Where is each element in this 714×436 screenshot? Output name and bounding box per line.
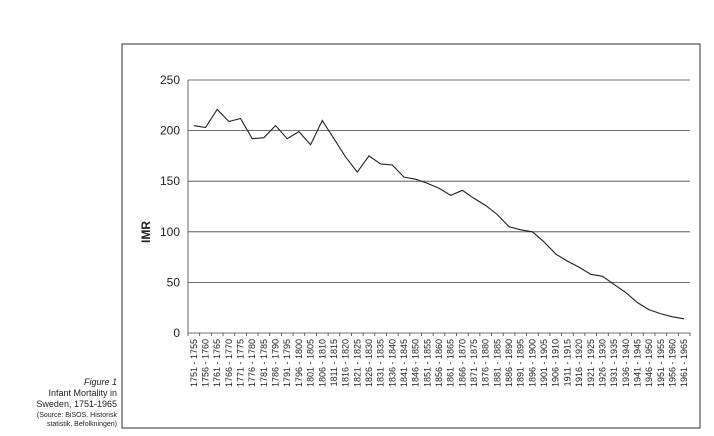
x-tick-label: 1751 - 1755: [189, 339, 199, 387]
x-tick-label: 1781 - 1785: [259, 339, 269, 387]
x-tick-label: 1756 - 1760: [201, 339, 211, 387]
y-tick-label: 100: [160, 225, 180, 239]
x-tick-label: 1926 - 1930: [597, 339, 607, 387]
x-tick-label: 1911 - 1915: [562, 339, 572, 386]
x-tick-label: 1861 - 1865: [446, 339, 456, 387]
data-line: [193, 108, 685, 320]
x-tick-label: 1816 - 1820: [341, 339, 351, 387]
x-tick-label: 1936 - 1940: [621, 339, 631, 387]
x-tick-label: 1761 - 1765: [212, 339, 222, 387]
x-tick-label: 1836 - 1840: [387, 339, 397, 387]
y-tick-label: 0: [173, 326, 180, 340]
x-tick-label: 1791 - 1795: [282, 339, 292, 387]
x-tick-label: 1941 - 1945: [632, 339, 642, 387]
x-tick-label: 1956 - 1960: [667, 339, 677, 387]
x-tick-label: 1876 - 1880: [481, 339, 491, 387]
x-tick-label: 1931 - 1935: [609, 339, 619, 387]
x-tick-label: 1866 - 1870: [457, 339, 467, 387]
x-tick-label: 1831 - 1835: [376, 339, 386, 387]
y-axis-label: IMR: [139, 221, 153, 243]
x-tick-label: 1901 - 1905: [539, 339, 549, 387]
chart-frame: [121, 43, 701, 429]
x-tick-label: 1846 - 1850: [411, 339, 421, 387]
figure-label: Figure 1: [84, 377, 117, 387]
x-tick-label: 1811 - 1815: [329, 339, 339, 386]
x-tick-label: 1961 - 1965: [679, 339, 689, 387]
x-tick-label: 1881 - 1885: [492, 339, 502, 387]
x-tick-label: 1796 - 1800: [294, 339, 304, 387]
source-line: (Source: BiSOS. Historisk: [37, 412, 118, 419]
x-tick-label: 1951 - 1955: [656, 339, 666, 387]
x-tick-label: 1916 - 1920: [574, 339, 584, 387]
x-tick-label: 1821 - 1825: [352, 339, 362, 387]
x-tick-label: 1826 - 1830: [364, 339, 374, 387]
x-tick-label: 1856 - 1860: [434, 339, 444, 387]
x-tick-label: 1921 - 1925: [586, 339, 596, 387]
x-tick-label: 1891 - 1895: [516, 339, 526, 387]
x-tick-label: 1851 - 1855: [422, 339, 432, 387]
y-tick-label: 150: [160, 174, 180, 188]
caption-line: Infant Mortality in: [48, 388, 117, 398]
y-tick-label: 50: [167, 275, 181, 289]
x-tick-label: 1841 - 1845: [399, 339, 409, 387]
caption-line: Sweden, 1751-1965: [36, 399, 117, 409]
x-tick-label: 1776 - 1780: [247, 339, 257, 387]
x-tick-label: 1766 - 1770: [224, 339, 234, 387]
x-tick-label: 1771 - 1775: [236, 339, 246, 387]
x-tick-label: 1801 - 1805: [306, 339, 316, 387]
y-tick-label: 200: [160, 124, 180, 138]
x-tick-label: 1786 - 1790: [271, 339, 281, 387]
y-tick-label: 250: [160, 73, 180, 87]
x-tick-label: 1896 - 1900: [527, 339, 537, 387]
x-tick-label: 1906 - 1910: [551, 339, 561, 387]
source-line: statistik, Befolkningen): [47, 421, 117, 428]
x-tick-label: 1946 - 1950: [644, 339, 654, 387]
x-tick-label: 1886 - 1890: [504, 339, 514, 387]
x-tick-label: 1806 - 1810: [317, 339, 327, 387]
x-tick-label: 1871 - 1875: [469, 339, 479, 387]
